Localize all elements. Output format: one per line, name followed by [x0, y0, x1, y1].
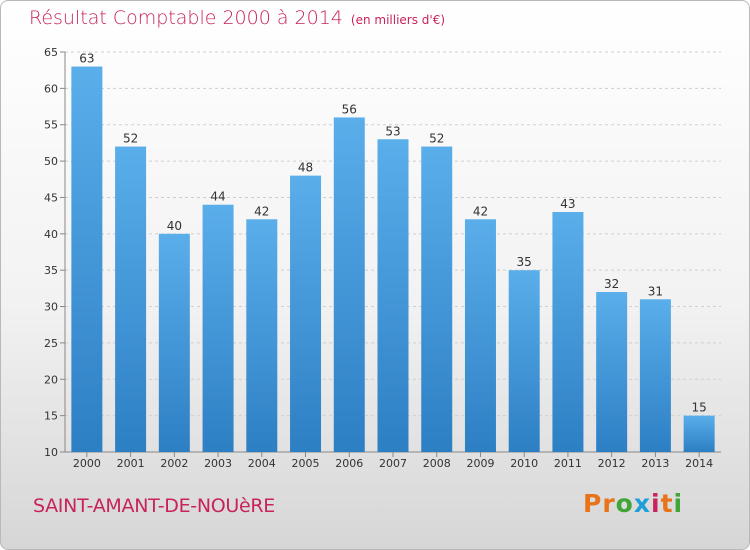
- brand-letter: x: [633, 489, 651, 518]
- bars: [71, 66, 715, 453]
- y-tick-label: 20: [44, 373, 58, 386]
- bar: [639, 299, 671, 452]
- value-label: 42: [254, 204, 269, 218]
- x-tick-label: 2014: [685, 457, 713, 470]
- bar: [158, 233, 190, 452]
- value-label: 63: [79, 52, 94, 66]
- bar: [202, 204, 234, 452]
- chart-title-text: Résultat Comptable 2000 à 2014: [29, 7, 343, 29]
- value-label: 56: [342, 102, 357, 116]
- x-tick-label: 2000: [73, 457, 101, 470]
- y-tick-label: 60: [44, 82, 58, 95]
- value-label: 31: [648, 284, 663, 298]
- brand-letter: i: [673, 489, 684, 518]
- value-label: 53: [385, 124, 400, 138]
- x-tick-label: 2010: [510, 457, 538, 470]
- y-tick-label: 55: [44, 119, 58, 132]
- bar: [246, 219, 278, 452]
- x-tick-label: 2009: [466, 457, 494, 470]
- value-label: 44: [210, 190, 225, 204]
- brand-letter: t: [660, 489, 674, 518]
- x-tick-label: 2007: [379, 457, 407, 470]
- value-label: 32: [604, 277, 619, 291]
- x-tick-label: 2002: [160, 457, 188, 470]
- bar: [115, 146, 147, 452]
- bar: [464, 219, 496, 452]
- value-label: 48: [298, 161, 313, 175]
- bar: [377, 139, 409, 453]
- y-tick-label: 15: [44, 410, 58, 423]
- x-tick-label: 2013: [641, 457, 669, 470]
- value-label: 40: [167, 219, 182, 233]
- y-tick-label: 50: [44, 155, 58, 168]
- chart-unit-label: (en milliers d'€): [350, 13, 446, 27]
- x-tick-label: 2011: [554, 457, 582, 470]
- bar: [71, 66, 103, 452]
- bar: [333, 117, 365, 453]
- commune-name: SAINT-AMANT-DE-NOUèRE: [33, 495, 276, 517]
- x-tick-label: 2008: [423, 457, 451, 470]
- x-tick-label: 2001: [117, 457, 145, 470]
- y-tick-label: 40: [44, 228, 58, 241]
- bar: [508, 270, 540, 452]
- y-tick-label: 35: [44, 264, 58, 277]
- value-label: 43: [560, 197, 575, 211]
- bar: [421, 146, 453, 452]
- x-tick-label: 2012: [598, 457, 626, 470]
- x-tick-label: 2006: [335, 457, 363, 470]
- brand-letter: i: [651, 489, 661, 518]
- value-labels: 63 52 40 44 42 48 56 53 52 42 35 43 32 31 15: [79, 52, 707, 415]
- value-label: 42: [473, 204, 488, 218]
- x-tick-label: 2005: [292, 457, 320, 470]
- proxiti-logo: Proxiti: [583, 489, 683, 518]
- value-label: 52: [429, 132, 444, 146]
- x-tick-label: 2004: [248, 457, 276, 470]
- brand-letter: r: [602, 489, 616, 518]
- y-tick-label: 10: [44, 446, 58, 459]
- x-tick-label: 2003: [204, 457, 232, 470]
- y-tick-label: 25: [44, 337, 58, 350]
- y-tick-label: 65: [44, 46, 58, 59]
- chart-title: Résultat Comptable 2000 à 2014 (en millie…: [29, 7, 445, 29]
- bar: [552, 212, 584, 452]
- brand-letter: o: [615, 489, 634, 518]
- value-label: 52: [123, 132, 138, 146]
- y-tick-label: 30: [44, 301, 58, 314]
- value-label: 15: [691, 401, 706, 415]
- value-label: 35: [517, 255, 532, 269]
- y-tick-label: 45: [44, 191, 58, 204]
- brand-letter: P: [583, 489, 603, 518]
- bar: [290, 175, 322, 453]
- bar: [596, 292, 628, 452]
- bar: [683, 415, 715, 452]
